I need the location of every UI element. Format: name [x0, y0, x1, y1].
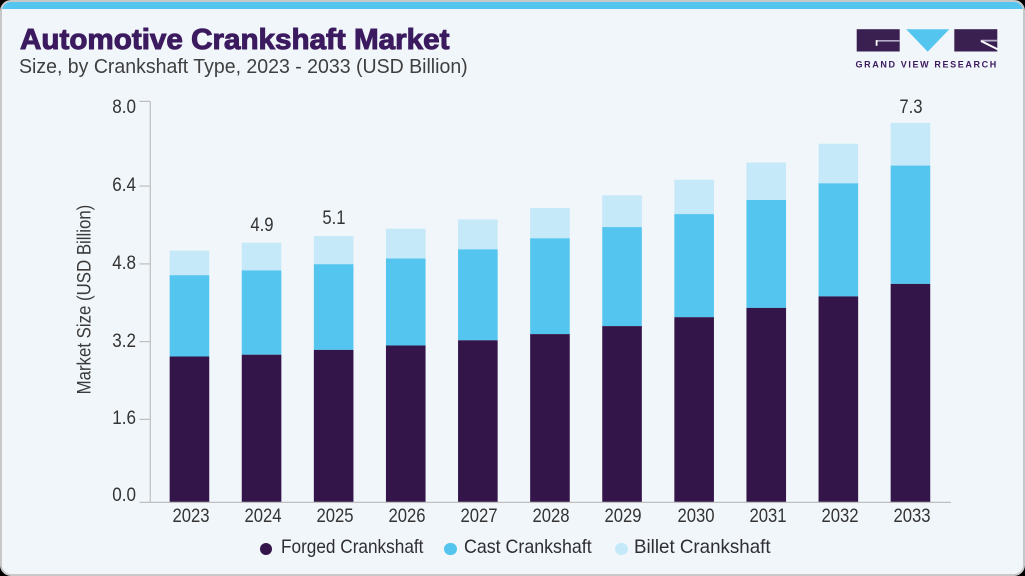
svg-text:GRAND VIEW RESEARCH: GRAND VIEW RESEARCH [855, 59, 997, 69]
